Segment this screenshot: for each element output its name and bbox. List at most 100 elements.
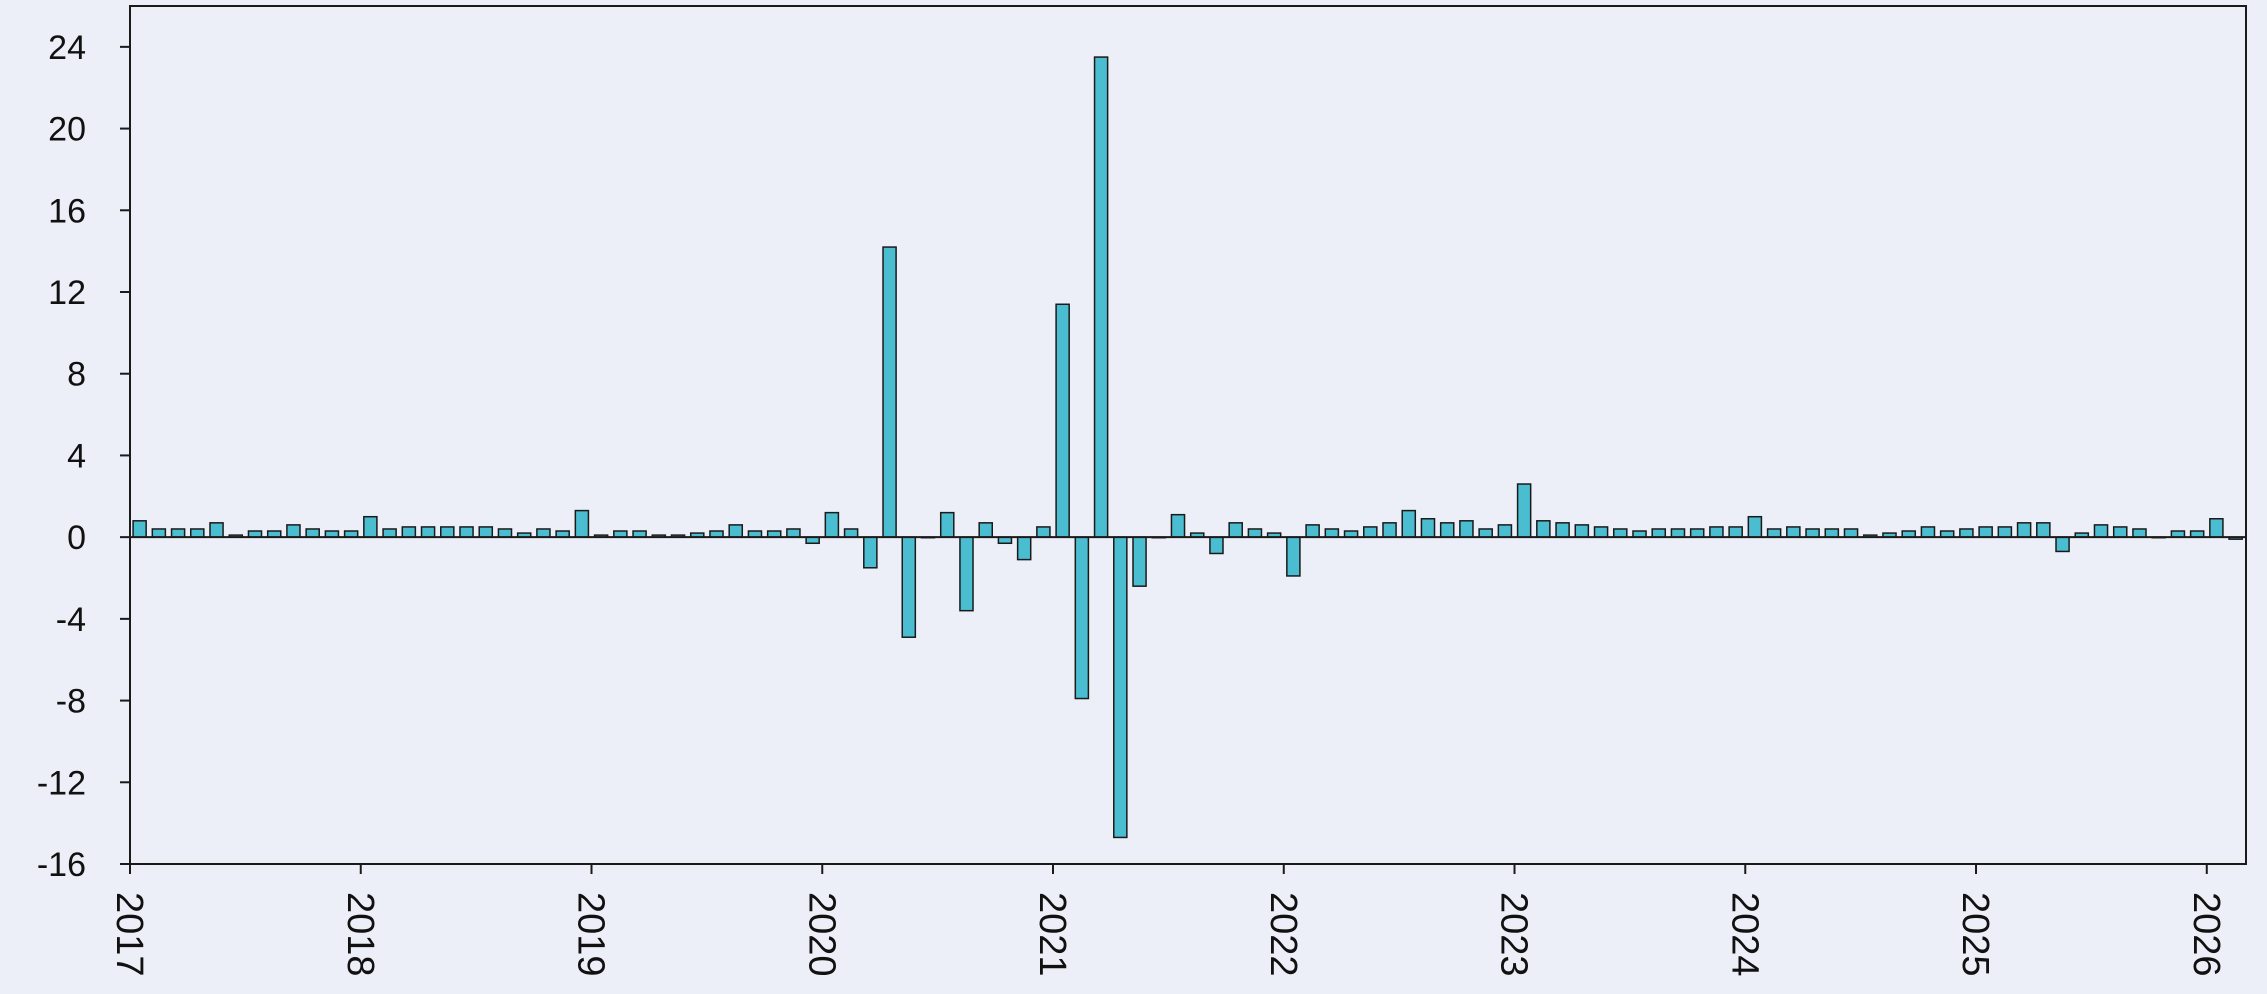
bar [882,246,897,538]
bar [1382,522,1397,538]
bar [497,528,513,538]
bar [1055,303,1070,538]
x-axis: 2017 2018 2019 2020 2021 2022 2023 2024 2025 2026 [108,864,2227,977]
bars-group [132,56,2243,839]
bar [2055,536,2070,553]
bar [1305,524,1320,538]
bar [1286,536,1301,577]
bar [824,511,840,538]
y-tick-label: 20 [48,111,86,149]
x-tick-label: 2023 [1493,892,1535,977]
bar [1170,513,1186,538]
bar [728,524,744,538]
bar [440,526,455,538]
bar [786,528,801,538]
bar [939,511,955,538]
bar [2016,522,2032,538]
bar [1516,483,1532,538]
bar [901,536,917,638]
bar [1016,536,1032,561]
bar [1593,526,1609,538]
bar [382,528,397,538]
bar [978,522,993,538]
bar [363,515,378,538]
bar [1401,509,1417,538]
bar [1786,526,1801,538]
y-tick-label: -12 [37,764,86,802]
y-tick-label: 0 [67,519,86,557]
bar [478,526,494,538]
y-tick-label: 8 [67,356,86,394]
bar [2112,526,2128,538]
bar [1113,536,1128,839]
y-axis: -16 -12 -8 -4 0 4 8 12 16 20 24 [37,29,130,884]
bar [170,528,186,538]
bar [1536,520,1551,538]
bar [1074,536,1090,700]
y-tick-label: 12 [48,274,86,312]
bar [959,536,974,612]
bar [1766,528,1782,538]
bar [1747,515,1763,538]
bar [209,522,224,538]
y-tick-label: 4 [67,437,86,475]
bar [1036,526,1051,538]
bar [1093,56,1109,538]
bar [1574,524,1590,538]
x-tick-label: 2018 [339,892,381,977]
bar [1497,524,1513,538]
bar [1247,528,1263,538]
bar [420,526,436,538]
bar [1459,520,1474,538]
plot-frame [129,5,2247,865]
y-tick-label: 24 [48,29,86,67]
bar [459,526,474,538]
bar [132,520,147,538]
bar [1478,528,1493,538]
bar [2093,524,2109,538]
bar [1209,536,1224,555]
y-tick-label: -16 [37,846,86,884]
bar [1997,526,2013,538]
bar [1651,528,1667,538]
bar [1324,528,1340,538]
x-tick-label: 2020 [800,892,842,977]
bar [1228,522,1243,538]
x-tick-label: 2017 [108,892,150,977]
x-tick-label: 2019 [570,892,612,977]
bar [574,509,590,538]
bar [1363,526,1378,538]
bar [1555,522,1570,538]
bar [2209,518,2224,538]
x-tick-label: 2024 [1723,892,1765,977]
bar [1439,522,1455,538]
bar [1805,528,1820,538]
bar [190,528,205,538]
bar [1709,526,1724,538]
x-tick-label: 2026 [2185,892,2227,977]
bar [1824,528,1840,538]
bar [151,528,167,538]
x-tick-label: 2021 [1031,892,1073,977]
bar [305,528,320,538]
bar [1132,536,1147,587]
bar [1670,528,1686,538]
bar [843,528,859,538]
bar [2132,528,2147,538]
bar [1843,528,1859,538]
bar [536,528,551,538]
bar [1612,528,1628,538]
y-tick-label: 16 [48,192,86,230]
x-tick-label: 2022 [1262,892,1304,977]
bar [863,536,878,569]
y-tick-label: -4 [56,601,86,639]
bar [1420,518,1436,538]
bar [2036,522,2051,538]
bar [1689,528,1705,538]
bar [286,524,301,538]
bar [401,526,417,538]
bar [1728,526,1743,538]
